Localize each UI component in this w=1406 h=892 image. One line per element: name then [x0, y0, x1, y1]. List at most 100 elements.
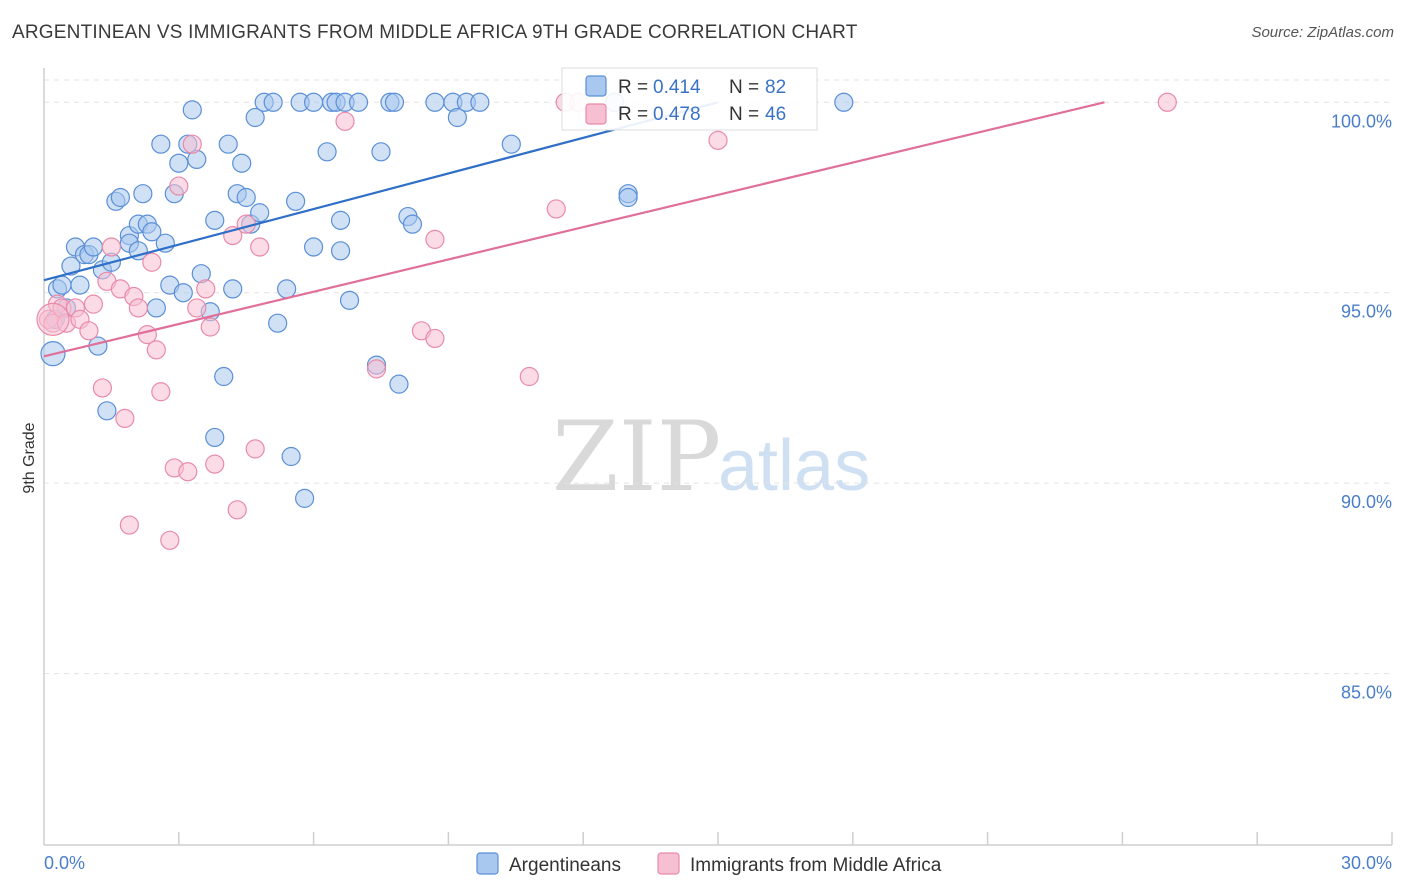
point-argentineans — [470, 92, 490, 112]
point-argentineans — [618, 187, 638, 208]
y-tick-label-85: 85.0% — [1341, 683, 1392, 703]
x-axis-ticks — [178, 832, 1393, 845]
series-middle-africa-points — [36, 92, 1177, 550]
point-middle-africa — [115, 408, 135, 429]
bottom-legend: Argentineans Immigrants from Middle Afri… — [476, 852, 942, 876]
point-middle-africa — [205, 454, 225, 474]
trend-line-argentineans — [43, 101, 719, 282]
legend-n-label-2: N = — [729, 104, 759, 125]
point-argentineans — [834, 92, 854, 112]
point-middle-africa — [169, 176, 189, 196]
point-middle-africa — [146, 340, 166, 360]
point-argentineans — [281, 446, 301, 467]
point-middle-africa-cluster — [36, 302, 70, 336]
point-argentineans — [146, 298, 166, 318]
point-argentineans — [205, 427, 225, 448]
trend-lines — [43, 101, 1105, 358]
point-middle-africa — [245, 439, 265, 459]
point-middle-africa — [83, 294, 104, 314]
y-tick-label-100: 100.0% — [1331, 111, 1392, 131]
point-argentineans — [61, 256, 81, 276]
point-middle-africa — [142, 252, 162, 272]
legend-n-label-1: N = — [729, 77, 759, 98]
point-middle-africa — [227, 500, 247, 520]
point-argentineans — [214, 366, 234, 387]
bottom-legend-swatch-pink — [657, 852, 680, 875]
point-argentineans — [245, 107, 265, 128]
point-argentineans — [389, 374, 409, 394]
point-argentineans — [268, 313, 288, 333]
point-middle-africa — [1157, 92, 1177, 112]
point-middle-africa — [128, 298, 148, 318]
point-middle-africa — [79, 321, 99, 341]
point-argentineans — [232, 153, 252, 173]
point-argentineans — [304, 237, 324, 257]
point-middle-africa — [200, 317, 220, 337]
point-middle-africa — [366, 359, 387, 379]
point-argentineans — [295, 488, 315, 508]
y-axis-tick-labels: 85.0% 90.0% 95.0% 100.0% — [1331, 111, 1392, 702]
point-argentineans — [97, 401, 117, 421]
point-argentineans — [348, 92, 369, 112]
point-argentineans — [182, 100, 202, 120]
legend-r-label-2: R = — [618, 104, 648, 125]
point-argentineans — [447, 107, 467, 128]
point-middle-africa — [250, 237, 270, 257]
legend-r-label-1: R = — [618, 77, 648, 98]
point-argentineans — [339, 290, 360, 310]
point-argentineans — [250, 203, 270, 223]
point-middle-africa — [335, 111, 355, 131]
point-argentineans — [151, 134, 171, 154]
point-middle-africa — [182, 134, 202, 154]
legend-box: R = 0.414 N = 82 R = 0.478 N = 46 — [561, 67, 818, 131]
bottom-legend-swatch-blue — [476, 852, 499, 875]
point-middle-africa — [151, 382, 171, 402]
bottom-legend-label-argentineans: Argentineans — [509, 855, 621, 876]
point-argentineans — [286, 191, 306, 211]
point-argentineans — [317, 142, 337, 162]
point-argentineans — [218, 134, 238, 154]
point-argentineans — [110, 187, 130, 208]
point-middle-africa — [708, 130, 728, 150]
point-argentineans — [236, 187, 256, 208]
legend-n-value-2: 46 — [765, 104, 786, 125]
point-argentineans — [402, 214, 423, 234]
point-argentineans — [425, 92, 445, 112]
point-argentineans — [169, 153, 189, 173]
point-middle-africa — [425, 229, 445, 249]
legend-swatch-pink — [585, 103, 607, 125]
point-middle-africa — [160, 530, 180, 550]
point-middle-africa — [101, 237, 122, 257]
point-argentineans — [223, 279, 243, 299]
point-argentineans — [133, 184, 153, 204]
point-argentineans — [173, 283, 193, 303]
point-argentineans — [70, 275, 90, 295]
trend-line-middle-africa — [43, 101, 1105, 358]
chart-title: ARGENTINEAN VS IMMIGRANTS FROM MIDDLE AF… — [12, 22, 858, 43]
point-middle-africa — [119, 515, 139, 535]
watermark-atlas: atlas — [718, 426, 870, 506]
point-argentineans — [384, 92, 405, 112]
bottom-legend-label-middle-africa: Immigrants from Middle Africa — [690, 855, 942, 876]
point-argentineans — [501, 134, 521, 154]
point-middle-africa — [196, 279, 216, 299]
x-tick-label-max: 30.0% — [1341, 853, 1392, 873]
source-label: Source: ZipAtlas.com — [1251, 24, 1394, 41]
point-argentineans — [277, 279, 297, 299]
point-argentineans — [304, 92, 324, 112]
y-tick-label-95: 95.0% — [1341, 302, 1392, 322]
y-axis-label: 9th Grade — [21, 422, 38, 493]
point-middle-africa — [187, 298, 207, 318]
point-middle-africa — [519, 366, 539, 387]
watermark-zip: ZIP — [552, 401, 721, 513]
legend-r-value-2: 0.478 — [653, 104, 701, 125]
point-argentineans — [205, 210, 225, 230]
legend-r-value-1: 0.414 — [653, 77, 701, 98]
point-argentineans — [263, 92, 283, 112]
legend-n-value-1: 82 — [765, 77, 786, 98]
point-argentineans — [371, 142, 391, 162]
point-argentineans — [83, 237, 104, 257]
y-tick-label-90: 90.0% — [1341, 492, 1392, 512]
point-argentineans — [52, 275, 72, 295]
